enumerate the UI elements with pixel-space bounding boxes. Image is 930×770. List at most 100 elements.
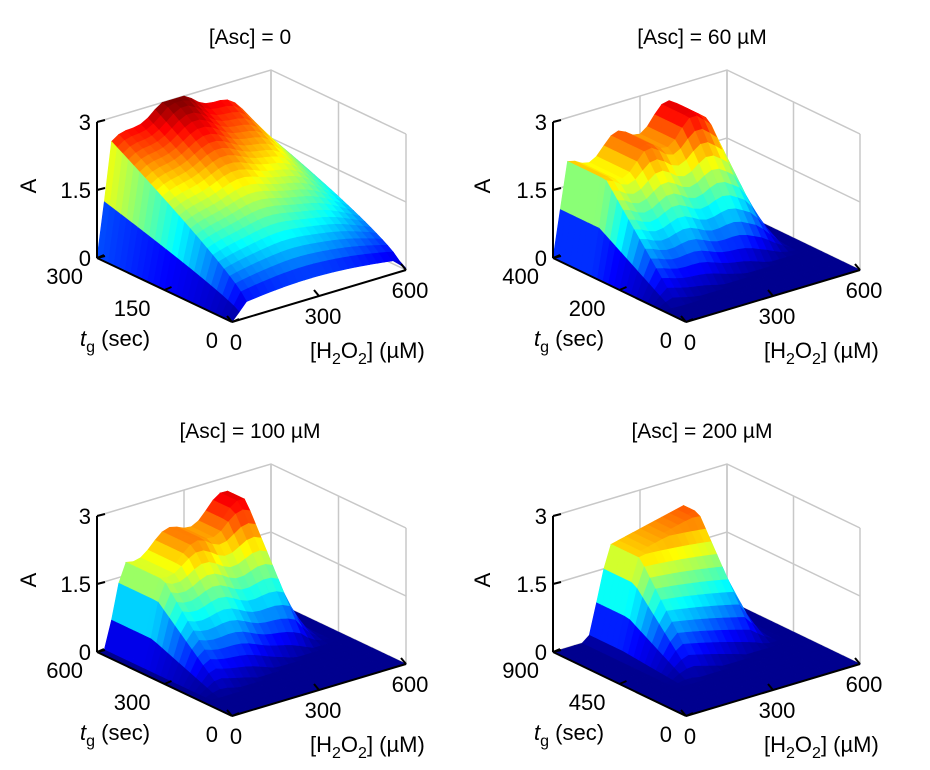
x-tick-label: 600: [392, 672, 429, 697]
y-tick: [685, 712, 694, 717]
x-tick: [400, 657, 407, 665]
gridline: [96, 69, 407, 135]
y-axis-label: tg (sec): [80, 720, 150, 750]
z-tick-label: 0: [79, 246, 91, 271]
surface-panel-2: 0 1.5 3 0 300 600 0 200 400 [Asc] = 60 µM A [H2O2] …: [470, 26, 882, 368]
y-tick: [164, 680, 172, 685]
y-tick: [164, 286, 172, 291]
y-tick-label: 900: [502, 658, 539, 683]
x-tick: [680, 709, 687, 717]
x-tick: [313, 683, 320, 691]
surface-mesh: [96, 490, 407, 717]
chart-title: [Asc] = 200 µM: [631, 420, 772, 443]
y-tick-label: 300: [114, 690, 151, 715]
y-tick: [685, 318, 694, 323]
surface-mesh: [552, 100, 861, 323]
x-tick: [226, 315, 233, 323]
y-axis-label: tg (sec): [534, 326, 604, 356]
axes: [96, 513, 407, 717]
z-axis-label: A: [470, 572, 495, 587]
x-tick-label: 600: [846, 672, 883, 697]
y-tick-label: 0: [660, 328, 672, 353]
z-tick-label: 0: [535, 640, 547, 665]
x-tick: [854, 657, 861, 665]
z-tick: [552, 187, 562, 191]
z-axis-label: A: [16, 572, 41, 587]
z-tick-label: 3: [535, 504, 547, 529]
z-tick: [96, 119, 106, 123]
x-tick-label: 300: [305, 698, 342, 723]
y-tick: [552, 254, 561, 259]
z-tick-label: 1.5: [516, 178, 547, 203]
y-tick: [619, 680, 627, 685]
z-tick-label: 1.5: [60, 572, 91, 597]
gridline: [552, 463, 861, 529]
y-tick: [231, 712, 240, 717]
z-tick-label: 3: [79, 110, 91, 135]
gridline: [552, 69, 861, 135]
z-tick: [96, 513, 106, 517]
x-tick-label: 0: [230, 330, 242, 355]
x-axis-label: [H2O2] (µM): [310, 732, 425, 762]
x-tick: [767, 289, 774, 297]
x-tick: [767, 683, 774, 691]
z-tick-label: 1.5: [516, 572, 547, 597]
z-tick: [96, 187, 106, 191]
gridline: [96, 463, 407, 529]
x-tick-label: 600: [392, 278, 429, 303]
y-tick-label: 0: [660, 722, 672, 747]
x-axis-label: [H2O2] (µM): [764, 732, 879, 762]
axes: [552, 513, 861, 717]
y-axis-label: tg (sec): [534, 720, 604, 750]
surface-panel-4: 0 1.5 3 0 300 600 0 450 900 [Asc] = 200 µM A [H2O2]…: [470, 420, 882, 762]
z-tick: [552, 119, 562, 123]
x-tick-label: 300: [305, 304, 342, 329]
x-axis-label: [H2O2] (µM): [764, 338, 879, 368]
z-tick-label: 3: [79, 504, 91, 529]
y-tick-label: 600: [46, 658, 83, 683]
x-tick: [854, 263, 861, 271]
y-tick: [552, 648, 561, 653]
y-tick-label: 400: [502, 264, 539, 289]
y-tick: [619, 286, 627, 291]
z-tick: [552, 513, 562, 517]
y-tick-label: 450: [569, 690, 606, 715]
x-axis-label: [H2O2] (µM): [310, 338, 425, 368]
x-tick-label: 300: [759, 698, 796, 723]
x-tick-label: 300: [759, 304, 796, 329]
z-tick-label: 1.5: [60, 178, 91, 203]
chart-title: [Asc] = 100 µM: [179, 420, 320, 443]
surface-mesh: [96, 95, 407, 323]
z-axis-label: A: [16, 178, 41, 193]
z-tick: [552, 581, 562, 585]
x-tick: [680, 315, 687, 323]
y-tick: [231, 318, 240, 323]
y-tick-label: 0: [206, 328, 218, 353]
x-tick: [313, 289, 320, 297]
y-tick-label: 200: [569, 296, 606, 321]
chart-title: [Asc] = 0: [209, 26, 291, 49]
x-tick: [400, 263, 407, 271]
y-tick: [96, 254, 105, 259]
x-tick-label: 0: [684, 724, 696, 749]
z-tick-label: 0: [79, 640, 91, 665]
y-axis-label: tg (sec): [80, 326, 150, 356]
z-axis-label: A: [470, 178, 495, 193]
y-tick-label: 0: [206, 722, 218, 747]
y-tick: [96, 648, 105, 653]
z-tick: [96, 581, 106, 585]
y-tick-label: 150: [114, 296, 151, 321]
x-tick: [226, 709, 233, 717]
x-tick-label: 600: [846, 278, 883, 303]
surface-mesh: [552, 504, 861, 717]
x-tick-label: 0: [230, 724, 242, 749]
z-tick-label: 3: [535, 110, 547, 135]
chart-title: [Asc] = 60 µM: [637, 26, 766, 49]
x-tick-label: 0: [684, 330, 696, 355]
y-tick-label: 300: [46, 264, 83, 289]
z-tick-label: 0: [535, 246, 547, 271]
axes: [96, 119, 407, 323]
